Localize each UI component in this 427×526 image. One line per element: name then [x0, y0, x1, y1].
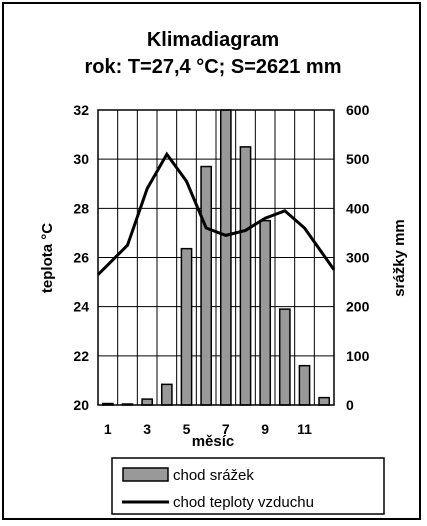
x-tick-label-3: 3 [143, 421, 151, 437]
plot-border [97, 109, 335, 406]
left-tick-label-20: 20 [73, 397, 89, 413]
precipitation-bar-3 [141, 398, 154, 406]
precipitation-bar-6 [200, 165, 213, 406]
temperature-line [96, 151, 336, 276]
right-tick-label-100: 100 [346, 348, 370, 364]
right-tick-label-0: 0 [346, 397, 354, 413]
precipitation-bar-12 [318, 396, 331, 406]
precipitation-bar-9 [259, 219, 272, 406]
legend-label-temperature: chod teploty vzduchu [173, 494, 314, 511]
left-tick-label-24: 24 [73, 299, 89, 315]
chart-subtitle: rok: T=27,4 °C; S=2621 mm [84, 56, 341, 78]
grid [98, 110, 334, 405]
right-tick-label-500: 500 [346, 151, 370, 167]
right-tick-label-200: 200 [346, 299, 370, 315]
left-tick-label-30: 30 [73, 151, 89, 167]
right-axis-label: srážky mm [391, 219, 408, 297]
legend-label-precipitation: chod srážek [173, 467, 254, 484]
precipitation-bar-7 [219, 109, 232, 406]
right-tick-label-400: 400 [346, 200, 370, 216]
left-tick-label-26: 26 [73, 250, 89, 266]
x-tick-label-11: 11 [297, 421, 312, 437]
right-axis-ticks: 0 100 200 300 400 500 600 [346, 102, 370, 413]
precipitation-bar-5 [180, 247, 193, 406]
left-tick-label-32: 32 [73, 102, 89, 118]
precipitation-bar-8 [239, 146, 252, 406]
left-axis-ticks: 20 22 24 26 28 30 32 [73, 102, 89, 413]
legend-bar-swatch [122, 467, 169, 482]
x-axis-label: měsíc [192, 433, 235, 450]
precipitation-bar-4 [160, 383, 173, 406]
x-tick-label-9: 9 [261, 421, 269, 437]
right-tick-label-300: 300 [346, 250, 370, 266]
left-tick-label-28: 28 [73, 200, 89, 216]
right-tick-label-600: 600 [346, 102, 370, 118]
left-tick-label-22: 22 [73, 348, 89, 364]
precipitation-bar-10 [278, 308, 291, 406]
x-tick-label-7: 7 [222, 421, 230, 437]
x-axis-ticks: 1 3 5 7 9 11 [104, 421, 312, 437]
chart-title: Klimadiagram [147, 29, 279, 51]
precipitation-bar-11 [298, 364, 311, 406]
x-tick-label-1: 1 [104, 421, 112, 437]
x-tick-label-5: 5 [183, 421, 191, 437]
left-axis-label: teplota °C [39, 223, 56, 293]
